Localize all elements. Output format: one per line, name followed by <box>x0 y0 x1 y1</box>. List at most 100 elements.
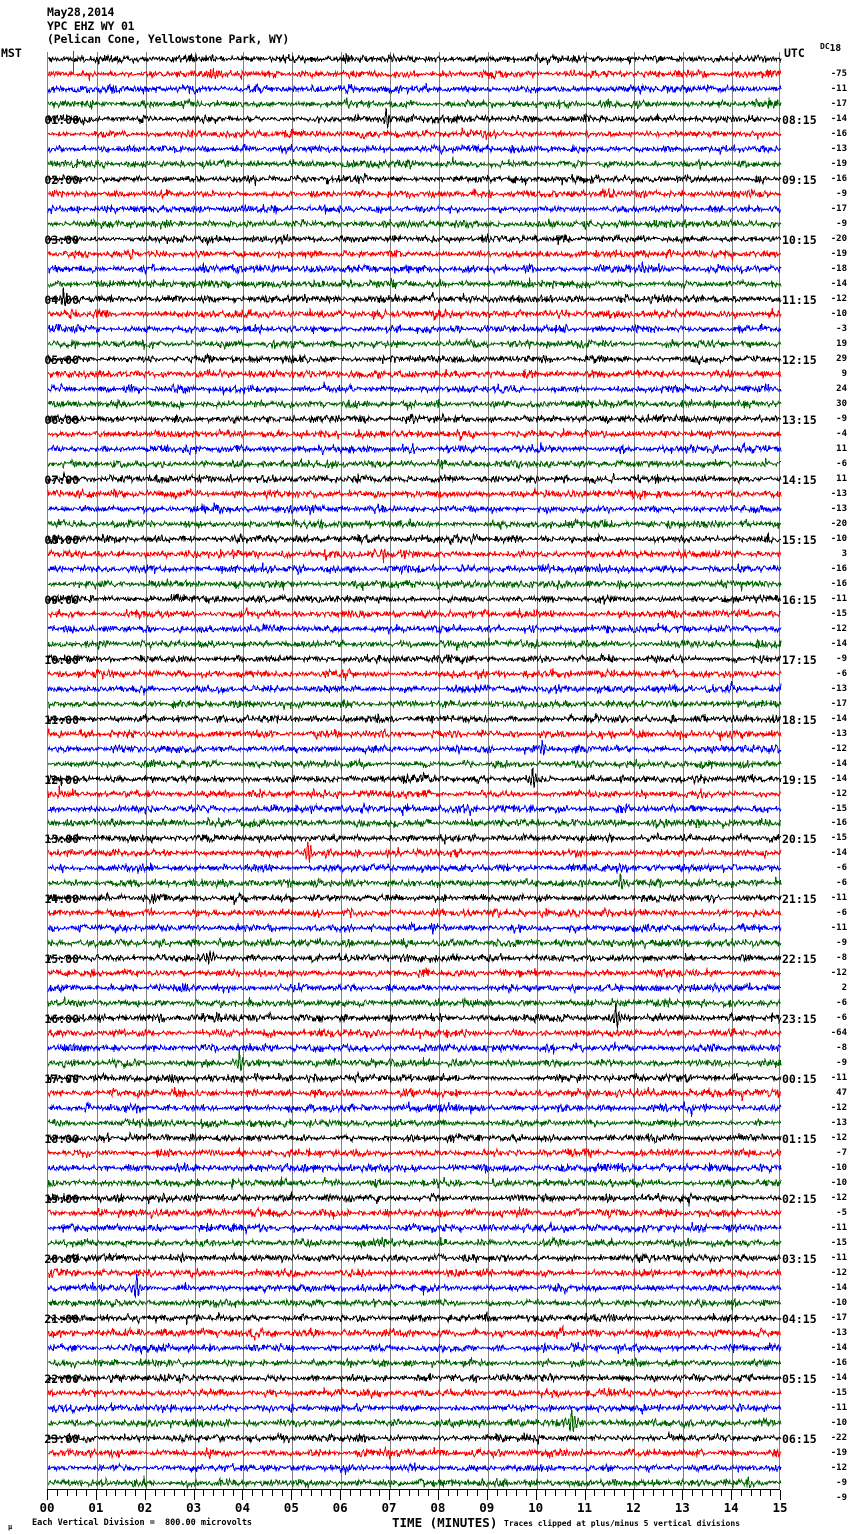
trace-row-54 <box>47 862 782 875</box>
trace-row-13 <box>47 248 782 261</box>
trace-row-76 <box>47 1191 782 1207</box>
x-tick-minor <box>447 1490 449 1496</box>
mst-hour-label-0700: 07:00 <box>44 472 79 487</box>
trace-row-34 <box>47 562 782 575</box>
trace-path <box>47 1475 782 1489</box>
trace-row-68 <box>47 1071 782 1085</box>
trace-row-61 <box>47 968 782 979</box>
dc-value-86: -16 <box>830 1358 847 1369</box>
dc-value-82: -10 <box>830 1298 847 1309</box>
dc-value-52: -14 <box>830 848 847 859</box>
trace-row-6 <box>47 143 782 156</box>
trace-path <box>47 1446 782 1460</box>
dc-value-66: -9 <box>836 1058 847 1069</box>
x-tick-minor <box>301 1490 303 1496</box>
trace-path <box>47 802 782 816</box>
trace-path <box>47 471 782 485</box>
trace-row-88 <box>47 1372 782 1384</box>
trace-path <box>47 427 782 441</box>
trace-path <box>47 652 782 665</box>
dc-value-92: -19 <box>830 1448 847 1459</box>
dc-value-57: -11 <box>830 923 847 934</box>
x-tick-minor <box>115 1490 117 1496</box>
trace-row-80 <box>47 1251 782 1265</box>
x-tick-minor <box>525 1490 527 1496</box>
trace-path <box>47 832 782 845</box>
dc-value-45: -12 <box>830 743 847 754</box>
x-tick-major <box>340 1490 342 1500</box>
trace-path <box>47 187 782 200</box>
trace-path <box>47 83 782 96</box>
trace-path <box>47 322 782 335</box>
gridline-minute-04 <box>243 52 245 1489</box>
trace-row-15 <box>47 277 782 290</box>
utc-hour-label-1515: 15:15 <box>782 532 817 547</box>
x-tick-minor <box>262 1490 263 1496</box>
utc-hour-label-1315: 13:15 <box>782 412 817 427</box>
trace-path <box>47 367 782 380</box>
trace-path <box>47 698 782 710</box>
x-tick-label-04: 04 <box>234 1500 250 1515</box>
mst-hour-label-2100: 21:00 <box>44 1312 79 1327</box>
dc-value-83: -17 <box>830 1313 847 1324</box>
dc-value-36: -15 <box>830 608 847 619</box>
trace-path <box>47 758 782 770</box>
x-tick-minor <box>643 1490 645 1496</box>
trace-path <box>47 712 782 724</box>
dc-value-21: 24 <box>836 383 847 394</box>
trace-path <box>47 906 782 919</box>
x-tick-minor <box>174 1490 176 1496</box>
trace-row-67 <box>47 1048 782 1073</box>
x-tick-major <box>47 1490 48 1500</box>
trace-path <box>47 637 782 651</box>
dc-value-27: 11 <box>836 473 847 484</box>
dc-value-3: -14 <box>830 113 847 124</box>
gridline-minute-07 <box>390 52 392 1489</box>
x-tick-minor <box>770 1490 772 1496</box>
dc-value-42: -17 <box>830 698 847 709</box>
trace-path <box>47 381 782 396</box>
trace-row-9 <box>47 187 782 200</box>
trace-row-30 <box>47 502 782 516</box>
trace-row-70 <box>47 1101 782 1118</box>
trace-path <box>47 1071 782 1085</box>
trace-row-41 <box>47 667 782 681</box>
mst-hour-label-1600: 16:00 <box>44 1012 79 1027</box>
trace-row-12 <box>47 233 782 246</box>
x-tick-minor <box>555 1490 557 1496</box>
trace-row-2 <box>47 83 782 96</box>
trace-path <box>47 203 782 215</box>
gridline-minute-10 <box>536 52 538 1489</box>
trace-row-11 <box>47 217 782 231</box>
dc-value-40: -6 <box>836 668 847 679</box>
dc-value-73: -10 <box>830 1163 847 1174</box>
x-tick-minor <box>281 1490 283 1496</box>
trace-path <box>47 1324 782 1341</box>
start-of-record-marker <box>72 51 75 75</box>
dc-value-26: -6 <box>836 458 847 469</box>
trace-row-94 <box>47 1462 782 1475</box>
trace-row-43 <box>47 698 782 710</box>
x-tick-major <box>633 1490 635 1500</box>
x-tick-minor <box>330 1490 332 1496</box>
dc-value-17: -3 <box>836 323 847 334</box>
x-tick-label-10: 10 <box>528 1500 544 1515</box>
dc-column-header-text: DC <box>820 42 830 51</box>
trace-row-81 <box>47 1267 782 1279</box>
trace-path <box>47 1297 782 1311</box>
x-tick-minor <box>496 1490 498 1496</box>
dc-value-12: -19 <box>830 248 847 259</box>
trace-row-85 <box>47 1324 782 1341</box>
dc-value-78: -15 <box>830 1238 847 1249</box>
dc-value-84: -13 <box>830 1328 847 1339</box>
trace-row-66 <box>47 1042 782 1055</box>
header-location: (Pelican Cone, Yellowstone Park, WY) <box>47 32 290 46</box>
x-tick-minor <box>154 1490 156 1496</box>
trace-row-57 <box>47 906 782 919</box>
utc-hour-label-2015: 20:15 <box>782 832 817 847</box>
mst-hour-label-1300: 13:00 <box>44 832 79 847</box>
dc-value-63: -6 <box>836 1013 847 1024</box>
trace-row-42 <box>47 680 782 696</box>
dc-value-48: -12 <box>830 788 847 799</box>
x-tick-minor <box>672 1490 674 1496</box>
